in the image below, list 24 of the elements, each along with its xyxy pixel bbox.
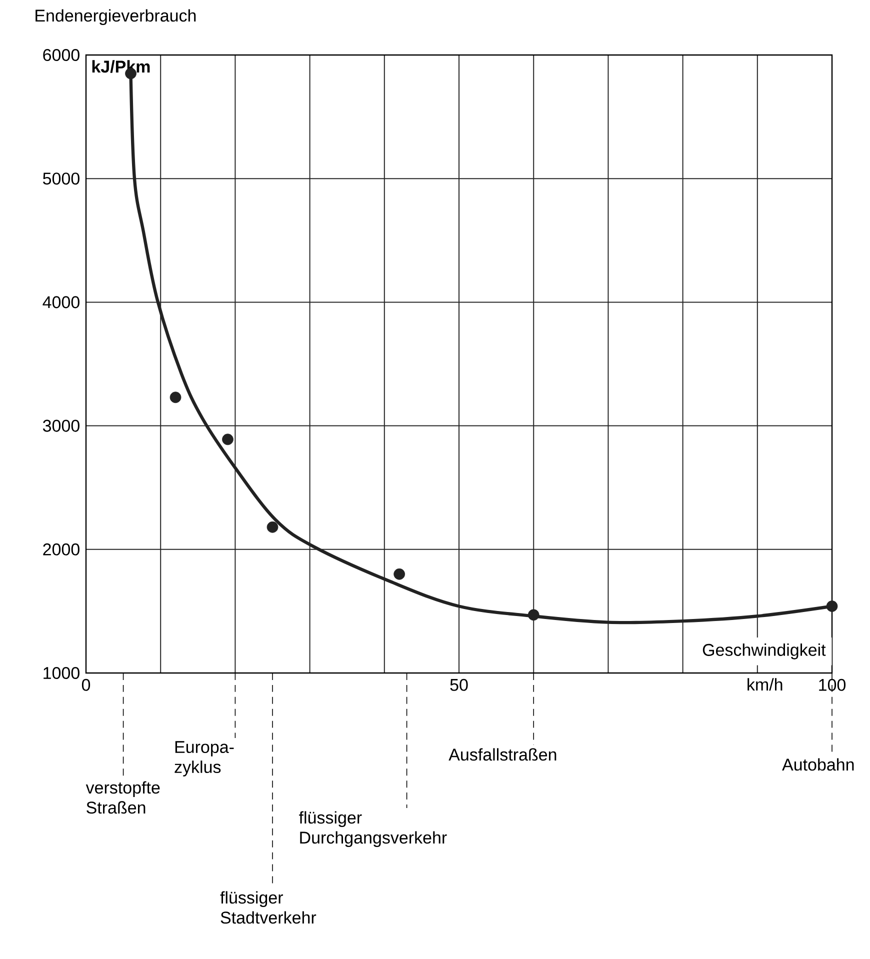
text: flüssiger Stadtverkehr	[220, 891, 316, 924]
point	[222, 434, 234, 446]
text: Ausfallstraßen	[448, 748, 556, 761]
y-tick-label: 1000	[44, 666, 80, 680]
point	[826, 600, 838, 612]
y-tick-label: 5000	[43, 172, 80, 185]
y-tick-label: 2000	[43, 543, 80, 556]
point	[394, 568, 406, 580]
x-axis-title: Geschwindigkeit	[702, 643, 826, 660]
text: flüssiger Durchgangsverkehr	[299, 811, 447, 848]
text: Europa-zyklus	[174, 741, 234, 776]
y-tick-label: 3000	[42, 420, 80, 432]
text: Autobahn	[782, 758, 854, 771]
point	[266, 521, 278, 533]
point	[528, 609, 540, 621]
y-tick-label: 4000	[42, 296, 80, 308]
text: km/h	[748, 678, 782, 691]
x-tick-label: 50	[450, 678, 468, 691]
point	[170, 392, 182, 404]
x-tick-label: 100	[819, 678, 846, 691]
x-tick-label: 0	[82, 678, 90, 691]
y-axis-title: Endenergieverbrauch	[36, 9, 196, 26]
y-tick-label: 6000	[43, 48, 80, 62]
text: verstopfte Straßen	[86, 781, 160, 814]
